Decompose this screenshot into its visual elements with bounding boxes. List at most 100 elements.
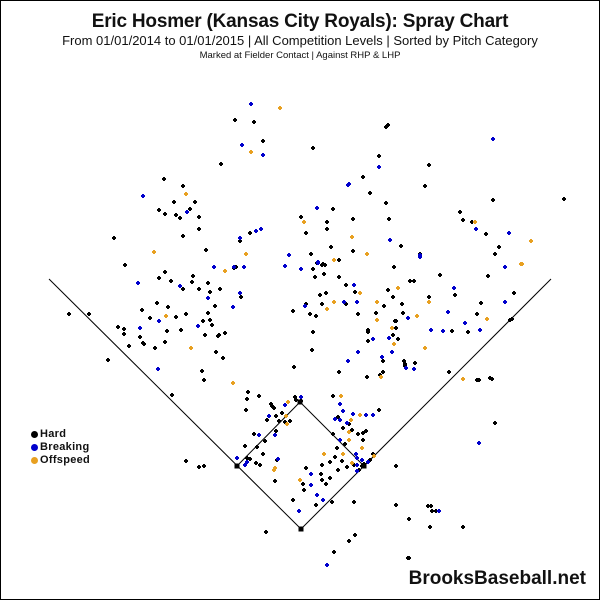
point-hard (391, 333, 395, 337)
point-breaking (371, 413, 375, 417)
legend-label-breaking: Breaking (40, 441, 90, 453)
point-hard (461, 218, 465, 222)
point-breaking (437, 509, 441, 513)
point-hard (381, 359, 385, 363)
point-hard (491, 198, 495, 202)
point-offspeed (390, 326, 394, 330)
point-offspeed (485, 317, 489, 321)
point-hard (428, 525, 432, 529)
point-hard (512, 291, 516, 295)
point-offspeed (223, 269, 227, 273)
point-hard (248, 231, 252, 235)
point-hard (140, 308, 144, 312)
point-hard (273, 479, 277, 483)
point-hard (364, 429, 368, 433)
chart-title: Eric Hosmer (Kansas City Royals): Spray … (91, 11, 509, 32)
point-hard (450, 329, 454, 333)
point-hard (314, 503, 318, 507)
point-breaking (477, 441, 481, 445)
point-offspeed (249, 150, 253, 154)
point-offspeed (372, 454, 376, 458)
point-breaking (474, 227, 478, 231)
point-hard (352, 500, 356, 504)
point-hard (214, 350, 218, 354)
legend-item-hard: Hard (31, 428, 90, 441)
point-hard (170, 393, 174, 397)
point-hard (210, 323, 214, 327)
point-hard (325, 220, 329, 224)
point-breaking (387, 336, 391, 340)
point-hard (394, 326, 398, 330)
point-hard (174, 213, 178, 217)
home-base-icon (298, 526, 304, 532)
point-offspeed (325, 307, 329, 311)
point-hard (274, 429, 278, 433)
point-hard (245, 397, 249, 401)
point-hard (193, 200, 197, 204)
point-offspeed (350, 235, 354, 239)
point-breaking (355, 469, 359, 473)
point-breaking (315, 493, 319, 497)
point-hard (166, 305, 170, 309)
point-breaking (238, 236, 242, 240)
point-hard (157, 276, 161, 280)
point-hard (299, 215, 303, 219)
point-hard (184, 459, 188, 463)
point-hard (163, 340, 167, 344)
point-hard (309, 252, 313, 256)
point-hard (412, 279, 416, 283)
point-hard (331, 394, 335, 398)
point-hard (163, 270, 167, 274)
point-breaking (342, 300, 346, 304)
point-hard (341, 426, 345, 430)
point-offspeed (350, 461, 354, 465)
point-hard (181, 287, 185, 291)
point-hard (493, 421, 497, 425)
point-hard (408, 279, 412, 283)
legend-label-hard: Hard (40, 428, 67, 440)
point-hard (218, 287, 222, 291)
point-breaking (345, 421, 349, 425)
point-hard (112, 236, 116, 240)
point-hard (184, 312, 188, 316)
point-breaking (352, 283, 356, 287)
point-hard (356, 312, 360, 316)
point-offspeed (375, 300, 379, 304)
point-breaking (259, 227, 263, 231)
point-breaking (156, 367, 160, 371)
point-hard (141, 341, 145, 345)
breaking-dot-icon (31, 444, 38, 451)
point-breaking (380, 355, 384, 359)
point-hard (217, 333, 221, 337)
point-hard (265, 418, 269, 422)
hit-points (67, 102, 566, 567)
point-offspeed (332, 300, 336, 304)
point-breaking (283, 403, 287, 407)
point-hard (330, 500, 334, 504)
point-hard (106, 358, 110, 362)
point-breaking (341, 409, 345, 413)
point-hard (407, 517, 411, 521)
point-offspeed (341, 452, 345, 456)
point-hard (384, 201, 388, 205)
point-hard (386, 123, 390, 127)
point-offspeed (284, 414, 288, 418)
point-hard (366, 339, 370, 343)
point-hard (345, 465, 349, 469)
point-hard (123, 263, 127, 267)
point-hard (257, 394, 261, 398)
point-hard (223, 331, 227, 335)
point-breaking (240, 143, 244, 147)
point-offspeed (322, 452, 326, 456)
point-hard (351, 249, 355, 253)
point-breaking (366, 460, 370, 464)
point-breaking (309, 472, 313, 476)
point-offspeed (339, 394, 343, 398)
point-breaking (507, 231, 511, 235)
point-hard (331, 207, 335, 211)
point-breaking (441, 329, 445, 333)
point-breaking (478, 328, 482, 332)
point-hard (302, 488, 306, 492)
point-breaking (243, 463, 247, 467)
